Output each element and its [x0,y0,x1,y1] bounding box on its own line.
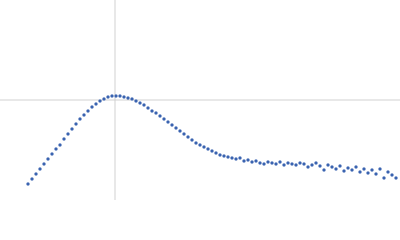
point [34,172,38,176]
point [298,161,302,165]
point [46,157,50,161]
point [110,94,114,98]
point [82,113,86,117]
point [378,167,382,171]
point [130,97,134,101]
point [366,171,370,175]
point [358,170,362,174]
point [362,167,366,171]
point [314,161,318,165]
point [102,97,106,101]
point [162,117,166,121]
point [62,137,66,141]
point [94,102,98,106]
point [194,141,198,145]
point [42,162,46,166]
point [38,167,42,171]
point [346,166,350,170]
point [370,168,374,172]
point [30,177,34,181]
point [390,173,394,177]
point [138,101,142,105]
point [302,162,306,166]
point [178,129,182,133]
point [270,161,274,165]
point [118,94,122,98]
point [242,159,246,163]
point [334,167,338,171]
chart [0,0,400,200]
point [142,103,146,107]
point [78,117,82,121]
point [126,96,130,100]
point [214,151,218,155]
point [306,165,310,169]
point [210,149,214,153]
point [274,162,278,166]
point [166,120,170,124]
point [146,106,150,110]
point [286,161,290,165]
point [262,162,266,166]
point [174,126,178,130]
point [114,94,118,98]
point [282,163,286,167]
point [90,105,94,109]
point [186,135,190,139]
point [250,160,254,164]
point [374,172,378,176]
point [190,138,194,142]
point [254,159,258,163]
point [258,161,262,165]
point [58,143,62,147]
point [246,158,250,162]
point [326,163,330,167]
point [238,156,242,160]
point [70,127,74,131]
point [50,152,54,156]
point [342,169,346,173]
point [122,95,126,99]
point [322,168,326,172]
point [134,99,138,103]
point [66,132,70,136]
point [290,162,294,166]
point [226,155,230,159]
point [86,109,90,113]
page: {"chart_data": {"type": "scatter", "colo… [0,0,400,200]
point [382,176,386,180]
point [278,160,282,164]
point [98,99,102,103]
point [310,163,314,167]
point [198,143,202,147]
point [106,95,110,99]
point [158,114,162,118]
point [154,111,158,115]
point [206,147,210,151]
point [170,123,174,127]
point [318,164,322,168]
point [338,164,342,168]
point [54,147,58,151]
point [230,156,234,160]
point [26,182,30,186]
point [394,176,398,180]
point [350,168,354,172]
point [74,122,78,126]
point [294,163,298,167]
point [202,145,206,149]
point [234,157,238,161]
point [222,154,226,158]
point [266,160,270,164]
point [354,165,358,169]
point [386,170,390,174]
point [218,153,222,157]
point [330,165,334,169]
point [182,132,186,136]
point [150,109,154,113]
